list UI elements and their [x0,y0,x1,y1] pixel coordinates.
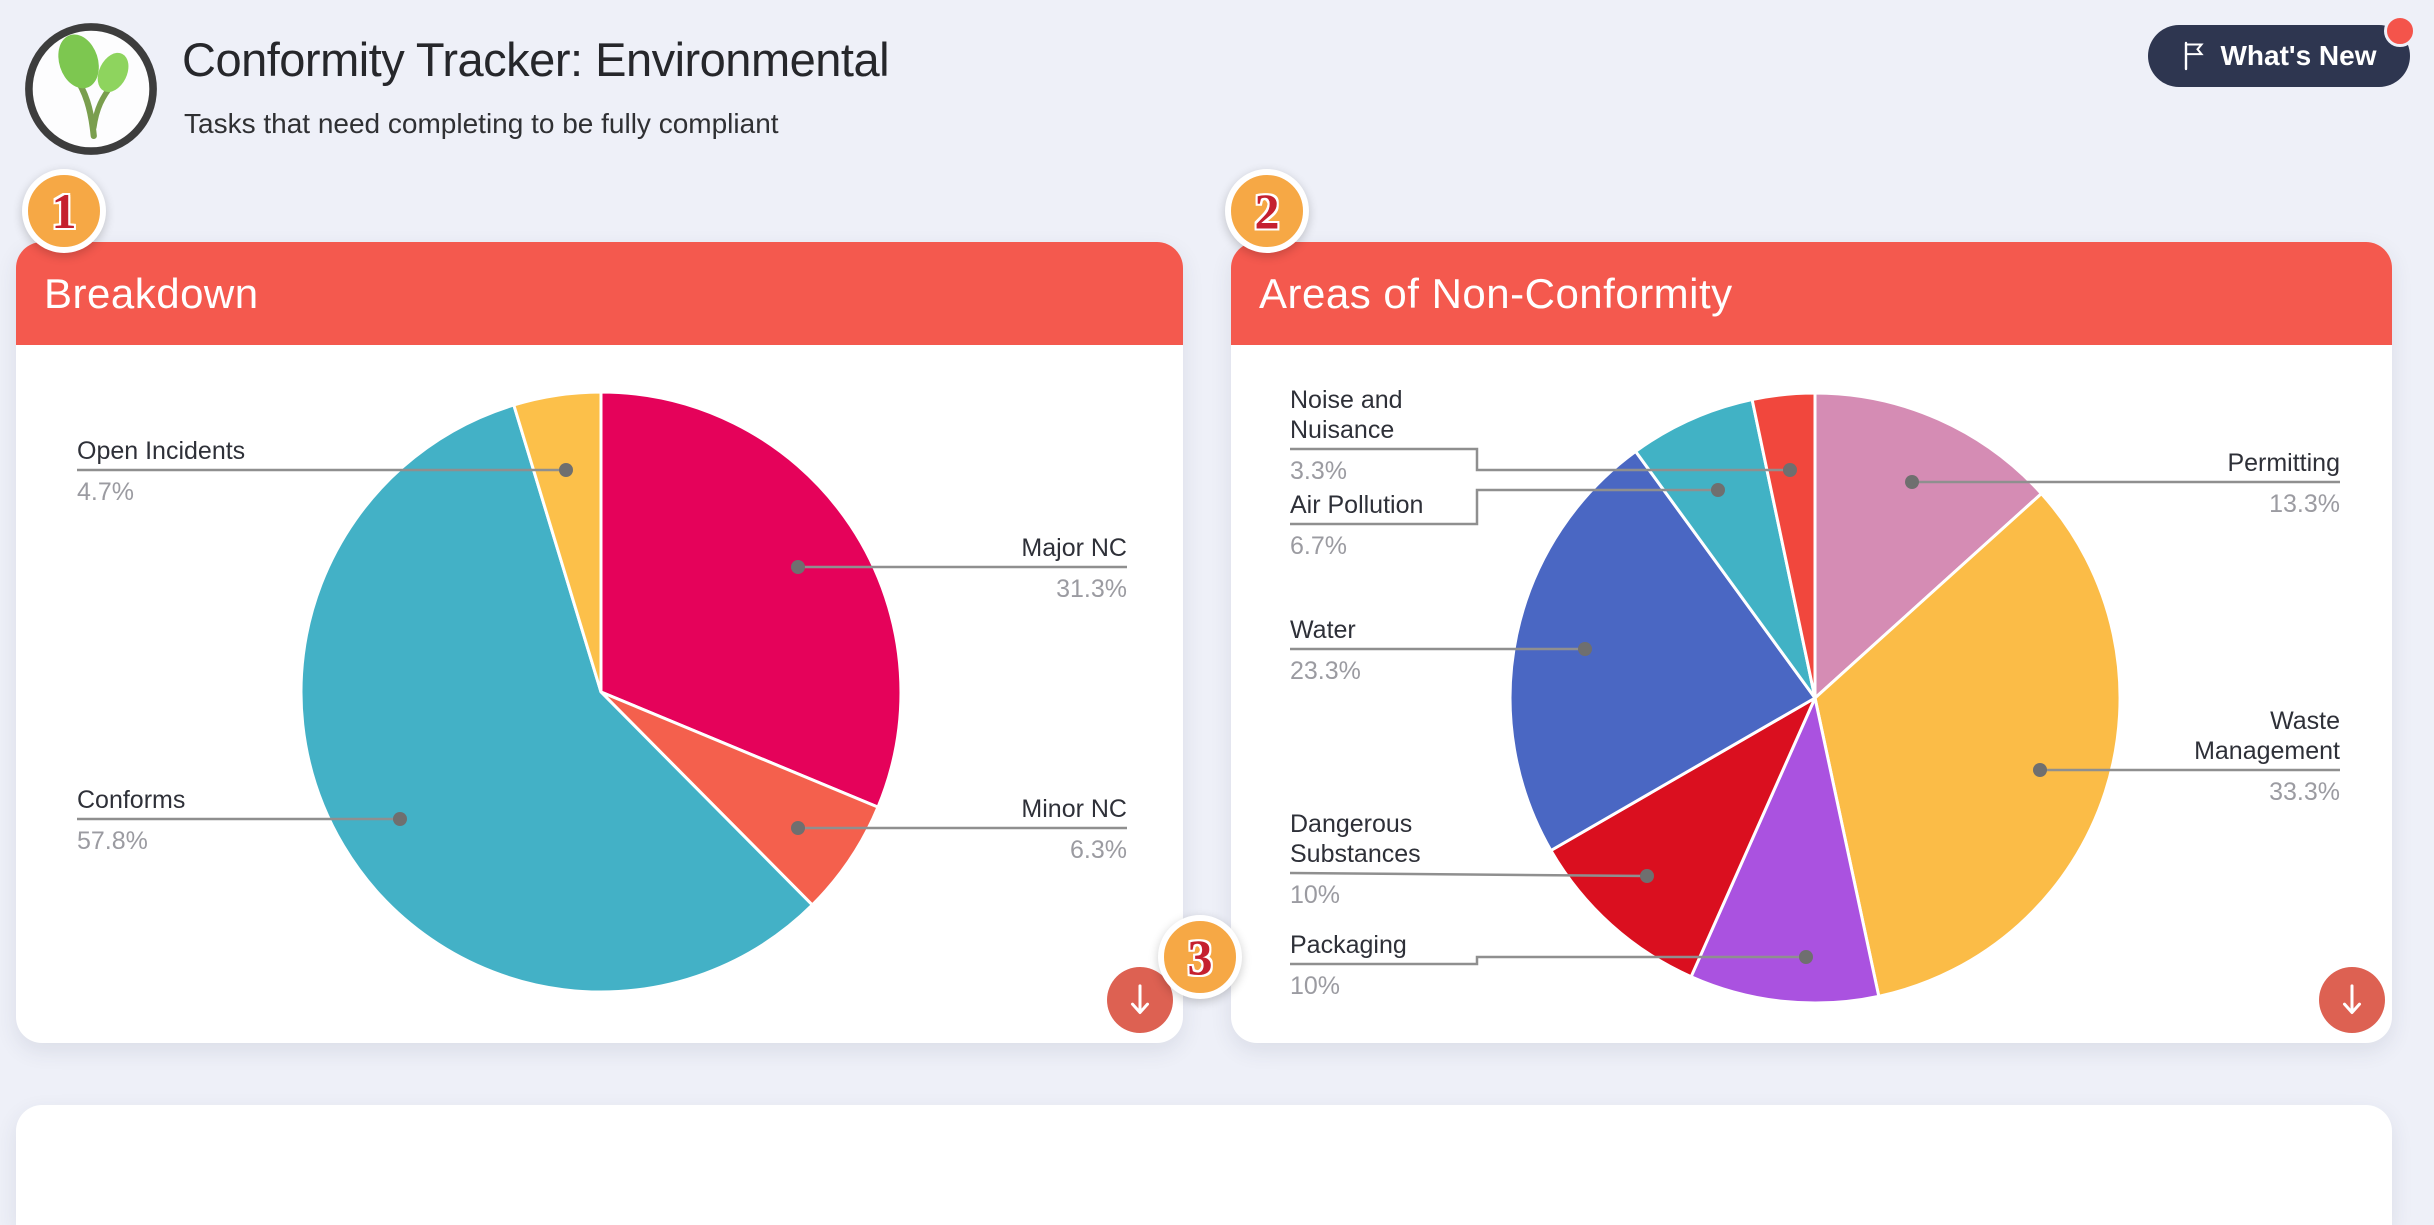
slice-label-water: Water [1290,616,1356,644]
page-title: Conformity Tracker: Environmental [182,33,890,86]
pie-slice-dangerous-substances[interactable] [1549,696,1817,979]
card-title: Areas of Non-Conformity [1259,269,1733,317]
tour-badge-1[interactable]: 1 [22,169,106,253]
app-logo [22,20,160,158]
slice-pct-water: 23.3% [1290,657,1361,685]
pie-slice-open-incidents[interactable] [512,390,603,694]
leader-dot [2033,763,2047,777]
card-partial-bottom [16,1105,2392,1225]
leader-dot [393,812,407,826]
tour-badge-2[interactable]: 2 [1225,169,1309,253]
slice-pct-noise-and-nuisance: 3.3% [1290,457,1347,485]
slice-pct-major-nc: 31.3% [1056,575,1127,603]
whats-new-button[interactable]: What's New [2148,15,2416,87]
slice-label-permitting: Permitting [2227,449,2340,477]
card-title: Breakdown [44,269,259,317]
pie-slice-packaging[interactable] [1689,696,1881,1005]
badge-number: 1 [51,183,77,239]
slice-label-open-incidents: Open Incidents [77,437,246,465]
leader-dot [1640,869,1654,883]
pie-svg [1289,391,2340,1005]
notification-dot [2384,15,2416,47]
pie-slice-waste-management[interactable] [1813,492,2122,998]
leader-dot [1905,475,1919,489]
flag-icon [2181,40,2207,72]
pie-slice-conforms[interactable] [299,403,814,994]
leader-dot [1799,950,1813,964]
areas-pie-chart: Permitting 13.3% Waste Management 33.3% Packa… [1231,242,2392,1043]
leader-dot [1578,642,1592,656]
pie-slice-permitting[interactable] [1813,391,2043,700]
leader-line [1289,871,1648,878]
download-button[interactable] [2319,967,2385,1033]
slice-label-dangerous-substances: Dangerous Substances [1290,810,1421,868]
leader-line [1290,447,1790,472]
card-breakdown-header: Breakdown [16,242,1183,345]
pie-slice-air-pollution[interactable] [1634,398,1817,700]
whats-new-label: What's New [2220,40,2377,71]
leader-dot [791,821,805,835]
slice-label-noise-and-nuisance: Noise and Nuisance [1290,386,1403,444]
download-button[interactable] [1107,967,1173,1033]
slice-pct-dangerous-substances: 10% [1290,881,1341,909]
card-areas-header: Areas of Non-Conformity [1231,242,2392,345]
breakdown-pie-chart: Major NC 31.3% Minor NC 6.3% Conforms 57.8% Op… [16,242,1183,1043]
pie-slice-major-nc[interactable] [599,390,903,809]
slice-pct-minor-nc: 6.3% [1070,836,1127,864]
slice-label-waste-management: Waste Management [2194,707,2340,765]
badge-number: 3 [1187,929,1213,985]
download-arrow-icon [2332,980,2372,1020]
slice-pct-packaging: 10% [1290,972,1341,1000]
pie-slice-water[interactable] [1508,449,1817,852]
slice-pct-waste-management: 33.3% [2269,778,2340,806]
badge-number: 2 [1254,183,1280,239]
leader-line [1290,955,1806,966]
leader-dot [559,463,573,477]
card-breakdown: Breakdown Major NC 31.3% Minor NC 6.3% Confo… [16,242,1183,1043]
slice-label-minor-nc: Minor NC [1021,795,1127,823]
leader-line [1290,488,1718,526]
pie-svg [77,390,1127,994]
slice-label-air-pollution: Air Pollution [1290,491,1424,519]
tour-badge-3[interactable]: 3 [1158,915,1242,999]
leader-dot [1711,483,1725,497]
slice-label-major-nc: Major NC [1021,534,1127,562]
leader-dot [1783,463,1797,477]
slice-pct-conforms: 57.8% [77,827,148,855]
download-arrow-icon [1120,980,1160,1020]
slice-pct-open-incidents: 4.7% [77,478,134,506]
card-areas-of-non-conformity: Areas of Non-Conformity Permitting 13.3% W… [1231,242,2392,1043]
pie-slice-minor-nc[interactable] [599,690,880,907]
leader-dot [791,560,805,574]
plant-leaves-icon [25,23,157,155]
page-subtitle: Tasks that need completing to be fully c… [184,108,779,139]
slice-label-packaging: Packaging [1290,931,1407,959]
slice-label-conforms: Conforms [77,786,186,814]
slice-pct-air-pollution: 6.7% [1290,532,1347,560]
slice-pct-permitting: 13.3% [2269,490,2340,518]
